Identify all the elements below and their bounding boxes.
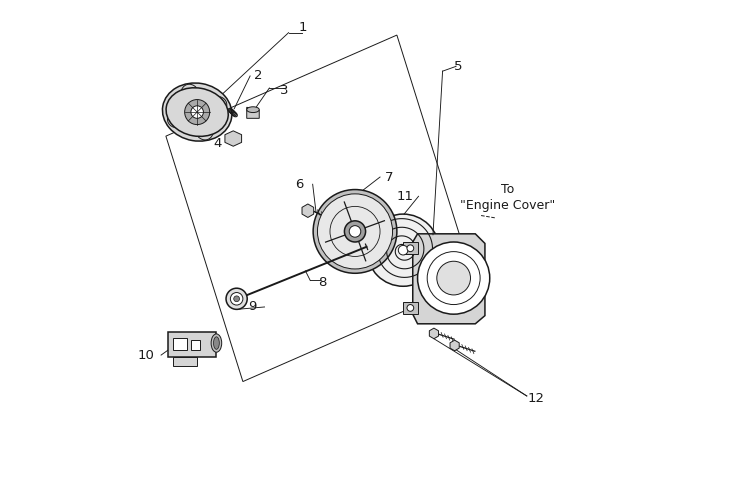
Circle shape — [185, 100, 210, 124]
Polygon shape — [413, 234, 485, 324]
Circle shape — [191, 106, 203, 118]
Polygon shape — [403, 302, 417, 314]
Text: 7: 7 — [384, 170, 393, 183]
Circle shape — [313, 190, 397, 273]
Text: 8: 8 — [318, 276, 327, 289]
Polygon shape — [169, 332, 216, 358]
Ellipse shape — [211, 334, 222, 352]
Polygon shape — [429, 328, 439, 339]
Ellipse shape — [168, 109, 189, 128]
Polygon shape — [173, 358, 197, 366]
Ellipse shape — [247, 107, 259, 113]
Text: 12: 12 — [528, 392, 545, 405]
Bar — [173, 338, 187, 350]
Text: 5: 5 — [453, 60, 462, 73]
Ellipse shape — [195, 119, 213, 140]
Circle shape — [350, 226, 361, 237]
Ellipse shape — [166, 88, 228, 136]
Polygon shape — [225, 131, 241, 146]
Text: 4: 4 — [213, 137, 222, 150]
Circle shape — [436, 261, 470, 295]
Text: 6: 6 — [295, 178, 303, 191]
Bar — [191, 340, 199, 350]
Circle shape — [398, 245, 408, 255]
Text: 10: 10 — [137, 348, 154, 362]
Ellipse shape — [205, 96, 227, 115]
Polygon shape — [302, 204, 314, 217]
Text: 9: 9 — [248, 301, 257, 314]
Polygon shape — [403, 242, 417, 254]
Circle shape — [407, 304, 414, 311]
Text: 1: 1 — [299, 21, 308, 34]
Polygon shape — [450, 340, 459, 351]
Text: 3: 3 — [280, 84, 288, 97]
Ellipse shape — [213, 337, 219, 349]
Circle shape — [234, 296, 239, 302]
Circle shape — [407, 245, 414, 252]
Circle shape — [344, 221, 366, 242]
Circle shape — [417, 242, 489, 314]
Ellipse shape — [181, 84, 199, 106]
Ellipse shape — [163, 83, 232, 141]
Circle shape — [367, 214, 439, 286]
Circle shape — [226, 288, 247, 309]
Circle shape — [230, 292, 243, 305]
Circle shape — [317, 194, 392, 269]
Polygon shape — [247, 107, 259, 118]
Text: 11: 11 — [397, 190, 414, 203]
Text: "Engine Cover": "Engine Cover" — [460, 199, 555, 212]
Circle shape — [230, 135, 237, 142]
Text: To: To — [501, 183, 514, 197]
Text: 2: 2 — [253, 70, 262, 82]
